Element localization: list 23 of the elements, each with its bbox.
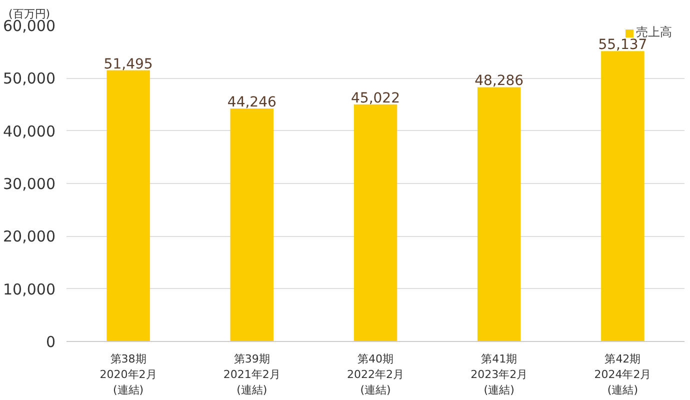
- data-label: 48,286: [474, 73, 524, 90]
- x-tick-label: 第42期 2024年2月 (連結): [594, 352, 652, 397]
- bar: [106, 70, 150, 342]
- data-label: 51,495: [104, 56, 153, 72]
- bar: [354, 104, 398, 342]
- bar: [477, 87, 521, 342]
- y-tick-label: 30,000: [3, 175, 56, 193]
- bar: [601, 51, 644, 342]
- data-label: 44,246: [227, 94, 276, 110]
- x-tick-label: 第38期 2020年2月 (連結): [100, 352, 157, 397]
- x-tick-label: 第41期 2023年2月 (連結): [470, 352, 528, 397]
- legend-label: 売上高: [636, 24, 673, 39]
- y-tick-label: 20,000: [3, 228, 56, 246]
- x-tick-label: 第39期 2021年2月 (連結): [223, 352, 280, 397]
- data-label: 45,022: [351, 90, 400, 106]
- y-tick-label: 50,000: [3, 70, 56, 88]
- y-tick-label: 10,000: [3, 280, 56, 298]
- y-tick-label: 40,000: [3, 122, 56, 140]
- x-tick-label: 第40期 2022年2月 (連結): [347, 352, 404, 397]
- bar: [230, 108, 274, 342]
- y-tick-label: 0: [46, 333, 56, 351]
- data-label: 55,137: [598, 37, 648, 54]
- y-axis-title: (百万円): [8, 8, 50, 20]
